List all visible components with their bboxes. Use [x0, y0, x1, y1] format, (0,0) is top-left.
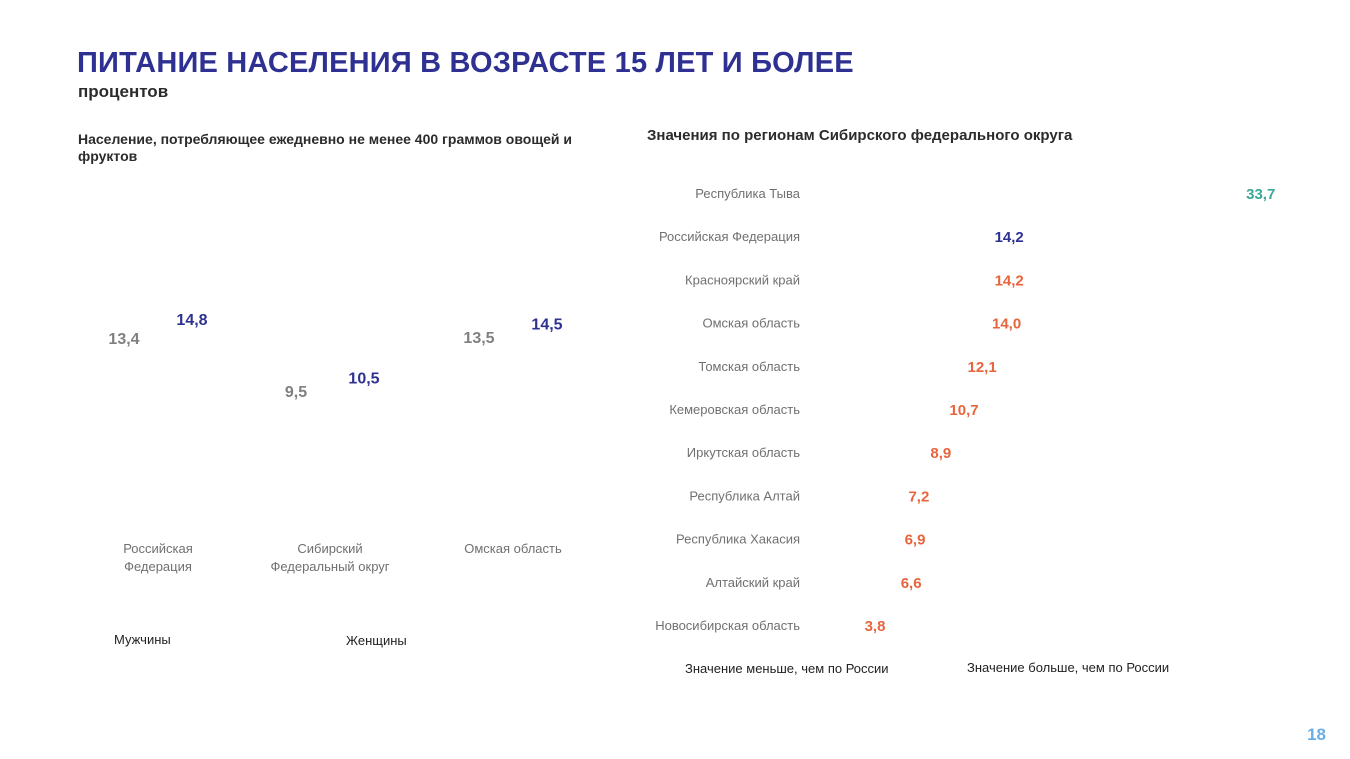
category-tick-label: Федерация [124, 559, 192, 574]
category-tick-label: Российская [123, 541, 193, 556]
region-tick-label: Красноярский край [685, 272, 800, 287]
bar-value-label: 13,5 [463, 330, 494, 347]
region-value-label: 6,6 [901, 575, 922, 592]
region-value-label: 14,0 [992, 316, 1021, 333]
region-tick-label: Кемеровская область [669, 402, 800, 417]
region-value-label: 7,2 [908, 488, 929, 505]
region-bar-chart: Республика Тыва 33,7 Российская Федерация 1… [655, 186, 1275, 635]
page-title: ПИТАНИЕ НАСЕЛЕНИЯ В ВОЗРАСТЕ 15 ЛЕТ И БО… [77, 47, 854, 79]
bar-value-label: 10,5 [348, 370, 379, 387]
category-tick-label: Федеральный округ [270, 559, 389, 574]
region-tick-label: Томская область [698, 359, 800, 374]
region-value-label: 12,1 [967, 359, 996, 376]
region-tick-label: Республика Хакасия [676, 532, 800, 547]
region-value-label: 14,2 [995, 229, 1024, 246]
category-tick-label: Омская область [464, 541, 562, 556]
legend-men: Мужчины [114, 632, 171, 647]
region-value-label: 33,7 [1246, 186, 1275, 203]
region-chart-title: Значения по регионам Сибирского федераль… [647, 127, 1073, 144]
legend-above-russia: Значение больше, чем по России [967, 660, 1170, 675]
category-tick-label: Сибирский [297, 541, 362, 556]
grouped-bar-chart: 13,4 14,8 Российская Федерация 9,5 10,5 Сибирс… [108, 312, 562, 574]
page-subtitle: процентов [78, 82, 169, 101]
region-tick-label: Алтайский край [706, 575, 800, 590]
bar-value-label: 14,8 [176, 312, 207, 329]
region-value-label: 8,9 [930, 445, 951, 462]
region-value-label: 10,7 [949, 402, 978, 419]
region-tick-label: Российская Федерация [659, 229, 800, 244]
legend-below-russia: Значение меньше, чем по России [685, 661, 889, 676]
legend-women: Женщины [346, 633, 407, 648]
region-tick-label: Омская область [702, 316, 800, 331]
region-value-label: 3,8 [865, 618, 886, 635]
region-tick-label: Новосибирская область [655, 618, 800, 633]
region-value-label: 14,2 [995, 272, 1024, 289]
region-tick-label: Иркутская область [687, 445, 800, 460]
page-number: 18 [1307, 725, 1326, 744]
region-value-label: 6,9 [905, 532, 926, 549]
bar-value-label: 9,5 [285, 384, 307, 401]
bar-value-label: 14,5 [531, 316, 562, 333]
region-tick-label: Республика Тыва [695, 186, 801, 201]
grouped-chart-title: Население, потребляющее ежедневно не мен… [78, 131, 573, 164]
region-tick-label: Республика Алтай [689, 488, 800, 503]
bar-value-label: 13,4 [108, 331, 139, 348]
